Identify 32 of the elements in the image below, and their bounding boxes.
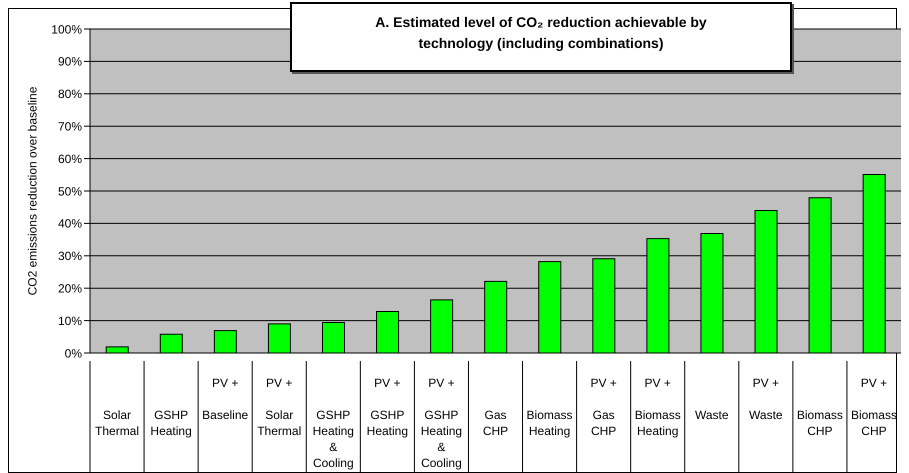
y-tick-label: 70% — [58, 119, 82, 134]
x-tick-label: Biomass CHP — [796, 408, 843, 438]
x-tick-label: Gas CHP — [482, 408, 508, 438]
bar — [160, 334, 183, 353]
y-tick-label: 10% — [58, 314, 82, 328]
x-tick-label: Biomass Heating — [526, 408, 573, 438]
category-label: PV + Waste — [749, 376, 783, 422]
y-tick-label: 50% — [58, 184, 82, 198]
category-label: PV + Biomass CHP — [850, 376, 897, 438]
category-label: PV + Baseline — [202, 376, 248, 422]
y-tick-label: 30% — [58, 249, 82, 264]
y-tick-label: 100% — [51, 22, 82, 36]
y-tick-label: 60% — [58, 152, 82, 166]
y-tick-label: 20% — [58, 281, 82, 296]
y-tick-label: 80% — [58, 87, 82, 102]
y-tick-label: 40% — [58, 216, 82, 231]
x-tick-label: GSHP Heating & Cooling — [312, 408, 354, 470]
x-tick-label: GSHP Heating — [150, 408, 192, 438]
x-tick-label: Waste — [694, 408, 729, 422]
category-label: PV + Solar Thermal — [257, 376, 302, 438]
category-label: PV + Gas CHP — [590, 376, 617, 438]
category-label: PV + GSHP Heating — [366, 376, 408, 438]
bar — [268, 323, 291, 353]
category-label: PV + GSHP Heating & Cooling — [420, 376, 462, 470]
y-axis-title: CO2 emissions reduction over baseline — [25, 86, 40, 296]
y-tick-label: 0% — [64, 346, 82, 360]
title-box: A. Estimated level of CO₂ reduction achievable by technology (including combinations) — [290, 2, 792, 72]
x-tick-label: Solar Thermal — [95, 408, 140, 438]
y-tick-label: 90% — [58, 54, 82, 69]
category-label: PV + Biomass Heating — [634, 376, 681, 438]
bar — [214, 330, 237, 353]
bar — [106, 346, 129, 353]
